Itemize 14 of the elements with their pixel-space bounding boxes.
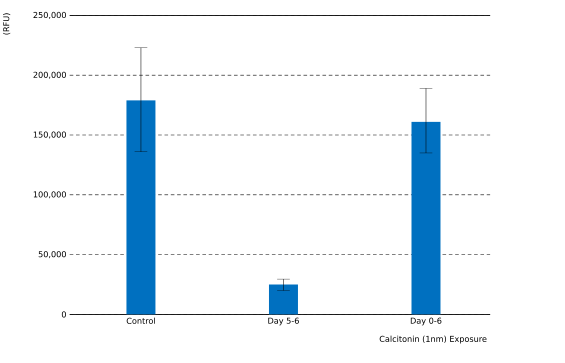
- y-tick-label: 100,000: [34, 191, 66, 198]
- x-tick-label: Control: [126, 317, 155, 324]
- y-tick-label: 0: [62, 311, 66, 318]
- x-axis-title: Calcitonin (1nm) Exposure: [380, 335, 487, 344]
- bar: [268, 284, 298, 314]
- bar: [126, 100, 156, 314]
- y-tick-label: 250,000: [34, 12, 66, 19]
- y-tick-label: 50,000: [38, 250, 66, 258]
- x-tick-label: Day 5-6: [268, 317, 299, 326]
- bar: [411, 122, 440, 314]
- y-tick-label: 150,000: [34, 131, 66, 138]
- y-axis-title: (RFU): [3, 13, 10, 34]
- x-tick-label: Day 0-6: [410, 317, 442, 326]
- y-tick-label: 200,000: [34, 72, 66, 79]
